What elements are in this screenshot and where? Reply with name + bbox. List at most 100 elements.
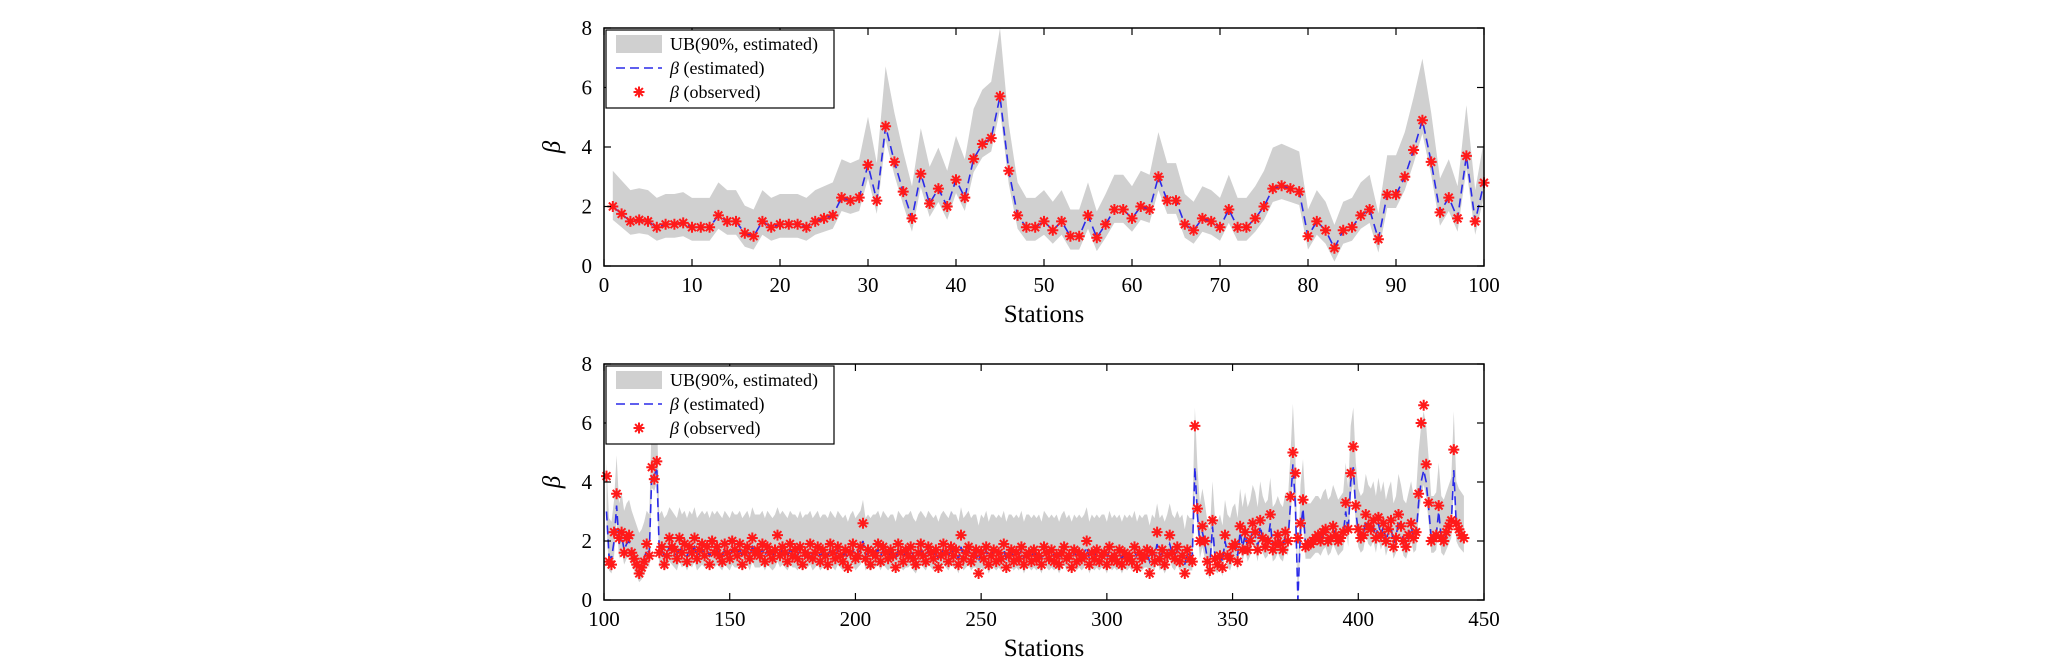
bottom-observed-point xyxy=(1015,541,1027,553)
bottom-observed-point xyxy=(995,553,1007,565)
bottom-observed-point xyxy=(1217,562,1228,573)
top-observed-point xyxy=(1196,212,1208,224)
bottom-observed-point xyxy=(935,550,947,562)
top-y-tick-label: 2 xyxy=(582,195,593,219)
bottom-observed-point xyxy=(714,550,726,562)
bottom-observed-point xyxy=(953,559,964,571)
bottom-observed-point xyxy=(1365,523,1377,535)
bottom-observed-point xyxy=(910,559,922,571)
bottom-observed-point xyxy=(671,553,683,565)
bottom-observed-point xyxy=(1367,514,1379,526)
bottom-observed-point xyxy=(842,562,854,573)
bottom-observed-point xyxy=(656,541,668,553)
top-observed-point xyxy=(1056,215,1068,227)
bottom-observed-point xyxy=(1146,547,1158,559)
bottom-observed-point xyxy=(988,544,1000,556)
bottom-x-tick-label: 350 xyxy=(1217,607,1249,631)
bottom-observed-point xyxy=(1450,517,1462,529)
bottom-observed-point xyxy=(648,473,660,485)
bottom-observed-point xyxy=(623,529,635,541)
bottom-observed-point xyxy=(882,553,894,565)
top-observed-point xyxy=(1364,204,1376,215)
top-observed-point xyxy=(1091,232,1103,244)
bottom-observed-point xyxy=(1408,532,1420,544)
top-observed-point xyxy=(616,208,628,220)
top-observed-point xyxy=(730,215,742,227)
bottom-observed-point xyxy=(802,550,814,562)
bottom-observed-point xyxy=(895,547,907,559)
top-legend-estimated-symbol: β xyxy=(669,58,679,78)
top-legend-estimated-label: β (estimated) xyxy=(669,58,764,79)
top-ticks: 0 10 20 30 40 50 60 70 80 90 100 0 2 4 6 8 xyxy=(582,16,1500,297)
bottom-observed-point xyxy=(711,541,723,553)
bottom-x-tick-label: 450 xyxy=(1468,607,1500,631)
top-observed-point xyxy=(695,221,707,233)
bottom-observed-point xyxy=(814,556,826,568)
top-observed-point xyxy=(924,198,936,209)
bottom-observed-point xyxy=(726,535,738,547)
bottom-observed-point xyxy=(1345,467,1357,479)
bottom-observed-point xyxy=(885,544,897,556)
bottom-observed-point xyxy=(686,547,698,559)
top-observed-point xyxy=(756,215,768,227)
top-legend-observed-text: (observed) xyxy=(679,82,760,103)
top-observed-point xyxy=(607,201,619,212)
bottom-observed-point xyxy=(754,550,766,562)
bottom-x-axis-label: Stations xyxy=(1004,635,1085,659)
bottom-observed-point xyxy=(1347,441,1359,453)
bottom-observed-point xyxy=(1204,565,1216,576)
bottom-observed-point xyxy=(643,550,655,562)
top-observed-point xyxy=(686,221,698,233)
bottom-observed-point xyxy=(1453,523,1465,535)
bottom-observed-point xyxy=(1154,553,1166,565)
bottom-observed-point xyxy=(1415,417,1427,429)
bottom-observed-point xyxy=(958,553,969,565)
bottom-ticks: 100 150 200 250 300 350 400 450 0 2 4 6 8 xyxy=(582,352,1500,631)
top-observed-point xyxy=(1337,224,1349,236)
top-x-tick-label: 80 xyxy=(1298,273,1319,297)
bottom-observed-point xyxy=(797,559,809,571)
top-observed-point xyxy=(1249,212,1261,224)
top-chart: 0 10 20 30 40 50 60 70 80 90 100 0 2 4 6 8 Stations β U… xyxy=(539,16,1500,328)
bottom-observed-point xyxy=(1458,532,1470,544)
bottom-observed-point xyxy=(761,541,773,553)
bottom-observed-point xyxy=(646,461,658,473)
bottom-observed-point xyxy=(736,559,748,571)
bottom-observed-point xyxy=(1272,529,1284,541)
top-observed-point xyxy=(1320,224,1332,236)
top-observed-point xyxy=(633,214,645,226)
bottom-observed-point xyxy=(1134,547,1145,559)
top-observed-point xyxy=(1144,204,1156,215)
top-observed-point xyxy=(1381,189,1393,201)
top-observed-point xyxy=(1328,242,1340,254)
bottom-observed-point xyxy=(1315,535,1327,547)
bottom-observed-point xyxy=(1420,458,1432,470)
bottom-observed-point xyxy=(1320,523,1332,535)
top-observed-point xyxy=(985,132,997,144)
bottom-observed-point xyxy=(857,517,869,529)
bottom-observed-point xyxy=(601,470,612,482)
bottom-observed-point xyxy=(719,538,731,550)
bottom-legend-estimated-label: β (estimated) xyxy=(669,394,764,415)
top-observed-point xyxy=(1205,215,1217,227)
top-y-tick-label: 4 xyxy=(582,135,593,159)
bottom-observed-point xyxy=(784,538,796,550)
top-observed-point xyxy=(668,218,680,230)
bottom-legend: UB(90%, estimated) β (estimated) β (obse… xyxy=(605,365,835,445)
bottom-observed-point xyxy=(787,550,799,562)
bottom-legend-observed-symbol: β xyxy=(669,418,679,438)
bottom-observed-point xyxy=(1149,556,1161,568)
bottom-observed-point xyxy=(1189,420,1201,432)
bottom-observed-point xyxy=(1350,500,1362,512)
top-legend-estimated-text: (estimated) xyxy=(679,58,764,79)
top-observed-point xyxy=(1355,209,1367,221)
top-observed-point xyxy=(1258,201,1270,212)
bottom-observed-point xyxy=(832,541,844,553)
bottom-observed-point xyxy=(694,544,705,556)
bottom-observed-point xyxy=(968,550,980,562)
top-x-tick-label: 90 xyxy=(1386,273,1407,297)
top-y-tick-label: 6 xyxy=(582,76,593,100)
bottom-observed-point xyxy=(777,541,788,553)
bottom-observed-point xyxy=(1325,532,1337,544)
top-observed-point xyxy=(624,215,636,227)
